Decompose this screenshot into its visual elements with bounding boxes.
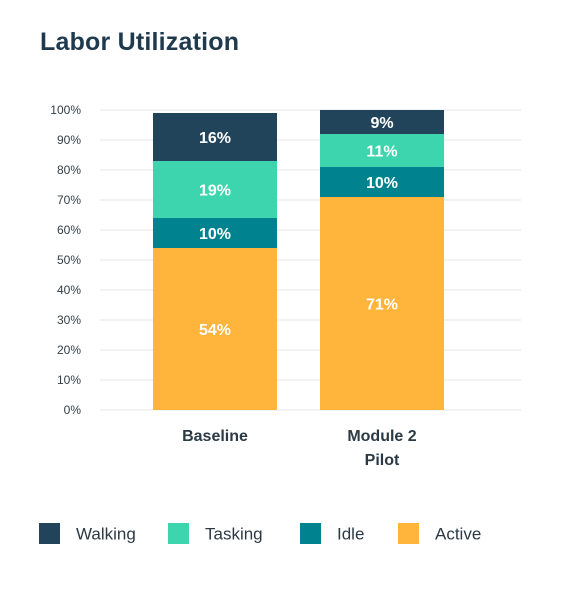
data-label: 71% [366, 297, 398, 314]
chart-title: Labor Utilization [40, 28, 240, 56]
y-tick-label: 70% [57, 193, 81, 207]
bar-idle [320, 167, 444, 197]
legend-swatch-walking [39, 523, 60, 544]
data-label: 11% [366, 144, 397, 161]
y-tick-label: 80% [57, 163, 81, 177]
legend-swatch-tasking [168, 523, 189, 544]
category-label: Pilot [365, 452, 400, 469]
legend-swatch-idle [300, 523, 321, 544]
bar-walking [320, 110, 444, 134]
data-label: 10% [366, 175, 398, 192]
data-label: 54% [199, 322, 231, 339]
category-label: Baseline [182, 428, 248, 445]
legend-label-idle: Idle [337, 525, 364, 544]
bar-walking [153, 113, 277, 161]
y-tick-label: 50% [57, 253, 81, 267]
data-label: 9% [370, 115, 393, 132]
bar-active [153, 248, 277, 410]
bar-active [320, 197, 444, 410]
y-tick-label: 60% [57, 223, 81, 237]
data-label: 16% [199, 130, 231, 147]
y-tick-label: 0% [64, 403, 82, 417]
bar-tasking [320, 134, 444, 167]
legend-swatch-active [398, 523, 419, 544]
legend-label-tasking: Tasking [205, 525, 263, 544]
data-label: 19% [199, 183, 231, 200]
y-tick-label: 100% [50, 103, 81, 117]
data-label: 10% [199, 226, 231, 243]
bar-idle [153, 218, 277, 248]
y-tick-label: 30% [57, 313, 81, 327]
y-tick-label: 90% [57, 133, 81, 147]
bar-tasking [153, 161, 277, 218]
y-tick-label: 20% [57, 343, 81, 357]
category-label: Module 2 [347, 428, 416, 445]
y-tick-label: 40% [57, 283, 81, 297]
legend-label-active: Active [435, 525, 481, 544]
y-tick-label: 10% [57, 373, 81, 387]
legend-label-walking: Walking [76, 525, 136, 544]
